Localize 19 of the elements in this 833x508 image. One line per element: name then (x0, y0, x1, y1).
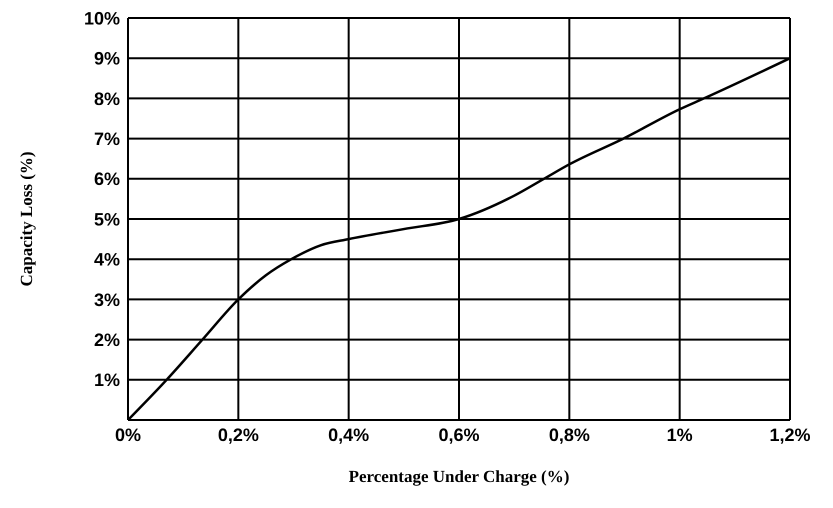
x-tick-label: 0,6% (438, 424, 480, 445)
y-tick-label: 5% (94, 209, 120, 230)
x-tick-label: 0% (114, 424, 142, 445)
y-tick-label: 2% (94, 330, 120, 350)
y-tick-label: 3% (94, 290, 120, 310)
y-tick-label: 1% (94, 370, 120, 390)
y-tick-label: 8% (94, 88, 120, 109)
y-tick-label: 6% (94, 169, 120, 190)
x-tick-label: 0,8% (548, 424, 590, 445)
y-tick-label: 4% (94, 250, 120, 270)
x-tick-label: 1,2% (769, 424, 811, 445)
y-tick-label: 10% (84, 8, 120, 28)
x-tick-label: 0,2% (218, 424, 259, 445)
x-tick-label: 0,4% (328, 424, 370, 445)
x-tick-label: 1% (666, 424, 693, 445)
x-axis-title: Percentage Under Charge (%) (348, 467, 570, 486)
y-tick-label: 7% (94, 128, 120, 149)
y-tick-label: 9% (94, 48, 120, 69)
y-axis-title: Capacity Loss (%) (17, 151, 36, 287)
